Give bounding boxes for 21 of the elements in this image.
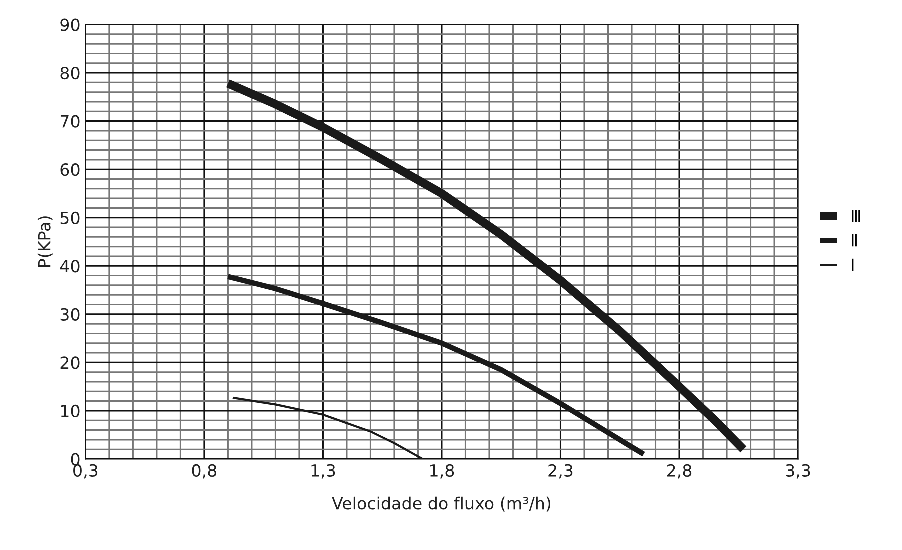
y-tick-label: 90 — [60, 18, 80, 32]
y-tick-label: 70 — [60, 115, 80, 128]
x-tick-label: 1,8 — [430, 464, 454, 479]
y-tick-label: 20 — [60, 356, 80, 370]
legend-label: Ⅲ — [852, 210, 860, 222]
y-tick-label: 10 — [61, 404, 80, 418]
x-tick-label: 1,3 — [312, 464, 336, 479]
y-tick-label: 30 — [60, 308, 80, 321]
x-tick-label: 0,8 — [192, 464, 217, 479]
x-tick-label: 3,3 — [786, 464, 810, 479]
y-axis-title: P(KPa) — [38, 216, 53, 268]
x-tick-label: 2,3 — [548, 464, 573, 479]
legend-label: Ⅱ — [852, 234, 857, 247]
y-tick-label: 40 — [60, 260, 80, 273]
y-tick-label: 60 — [60, 164, 80, 176]
y-tick-label: 80 — [60, 66, 80, 80]
y-tick-label: 50 — [60, 212, 80, 224]
legend-label: Ⅰ — [852, 258, 854, 272]
x-tick-label: 0,3 — [74, 464, 98, 479]
x-axis-title: Velocidade do fluxo (m³/h) — [332, 496, 551, 512]
x-tick-label: 2,8 — [667, 464, 692, 479]
